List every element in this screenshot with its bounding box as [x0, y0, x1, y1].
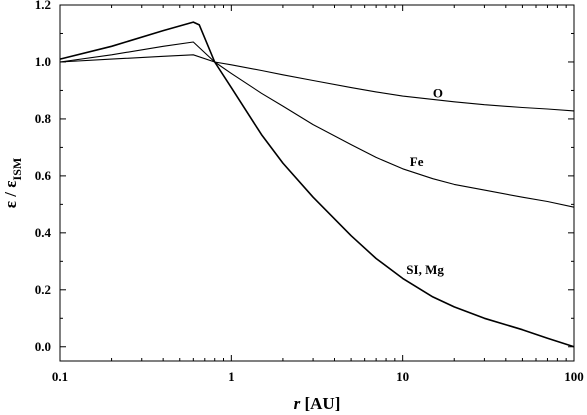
series-line-fe — [59, 41, 575, 208]
series-line-o — [59, 54, 575, 112]
x-tick-label: 1 — [228, 369, 235, 384]
series-labels: O Fe SI, Mg — [406, 86, 444, 278]
plot-frame — [59, 4, 575, 362]
y-tick-label: 0.8 — [35, 111, 52, 126]
y-tick-label: 0.4 — [35, 225, 52, 240]
y-tick-label: 0.2 — [35, 282, 51, 297]
series-line-si-mg — [59, 21, 575, 348]
x-tick-label: 0.1 — [52, 369, 68, 384]
x-axis-label: r [AU] — [294, 394, 341, 413]
y-axis-label: ε / εISM — [1, 158, 24, 208]
series-label-si-mg: SI, Mg — [406, 262, 444, 277]
x-tick-label: 10 — [396, 369, 409, 384]
y-tick-label: 1.0 — [35, 54, 51, 69]
series-lines — [59, 21, 575, 348]
series-label-o: O — [433, 86, 443, 101]
y-tick-label: 0.6 — [35, 168, 52, 183]
axis-ticks: 0.1 1 10 100 0.0 0.2 0.4 0.6 0.8 1.0 1.2 — [35, 0, 584, 384]
series-label-fe: Fe — [410, 154, 424, 169]
y-tick-label: 1.2 — [35, 0, 51, 12]
y-tick-label: 0.0 — [35, 339, 51, 354]
x-tick-label: 100 — [564, 369, 584, 384]
